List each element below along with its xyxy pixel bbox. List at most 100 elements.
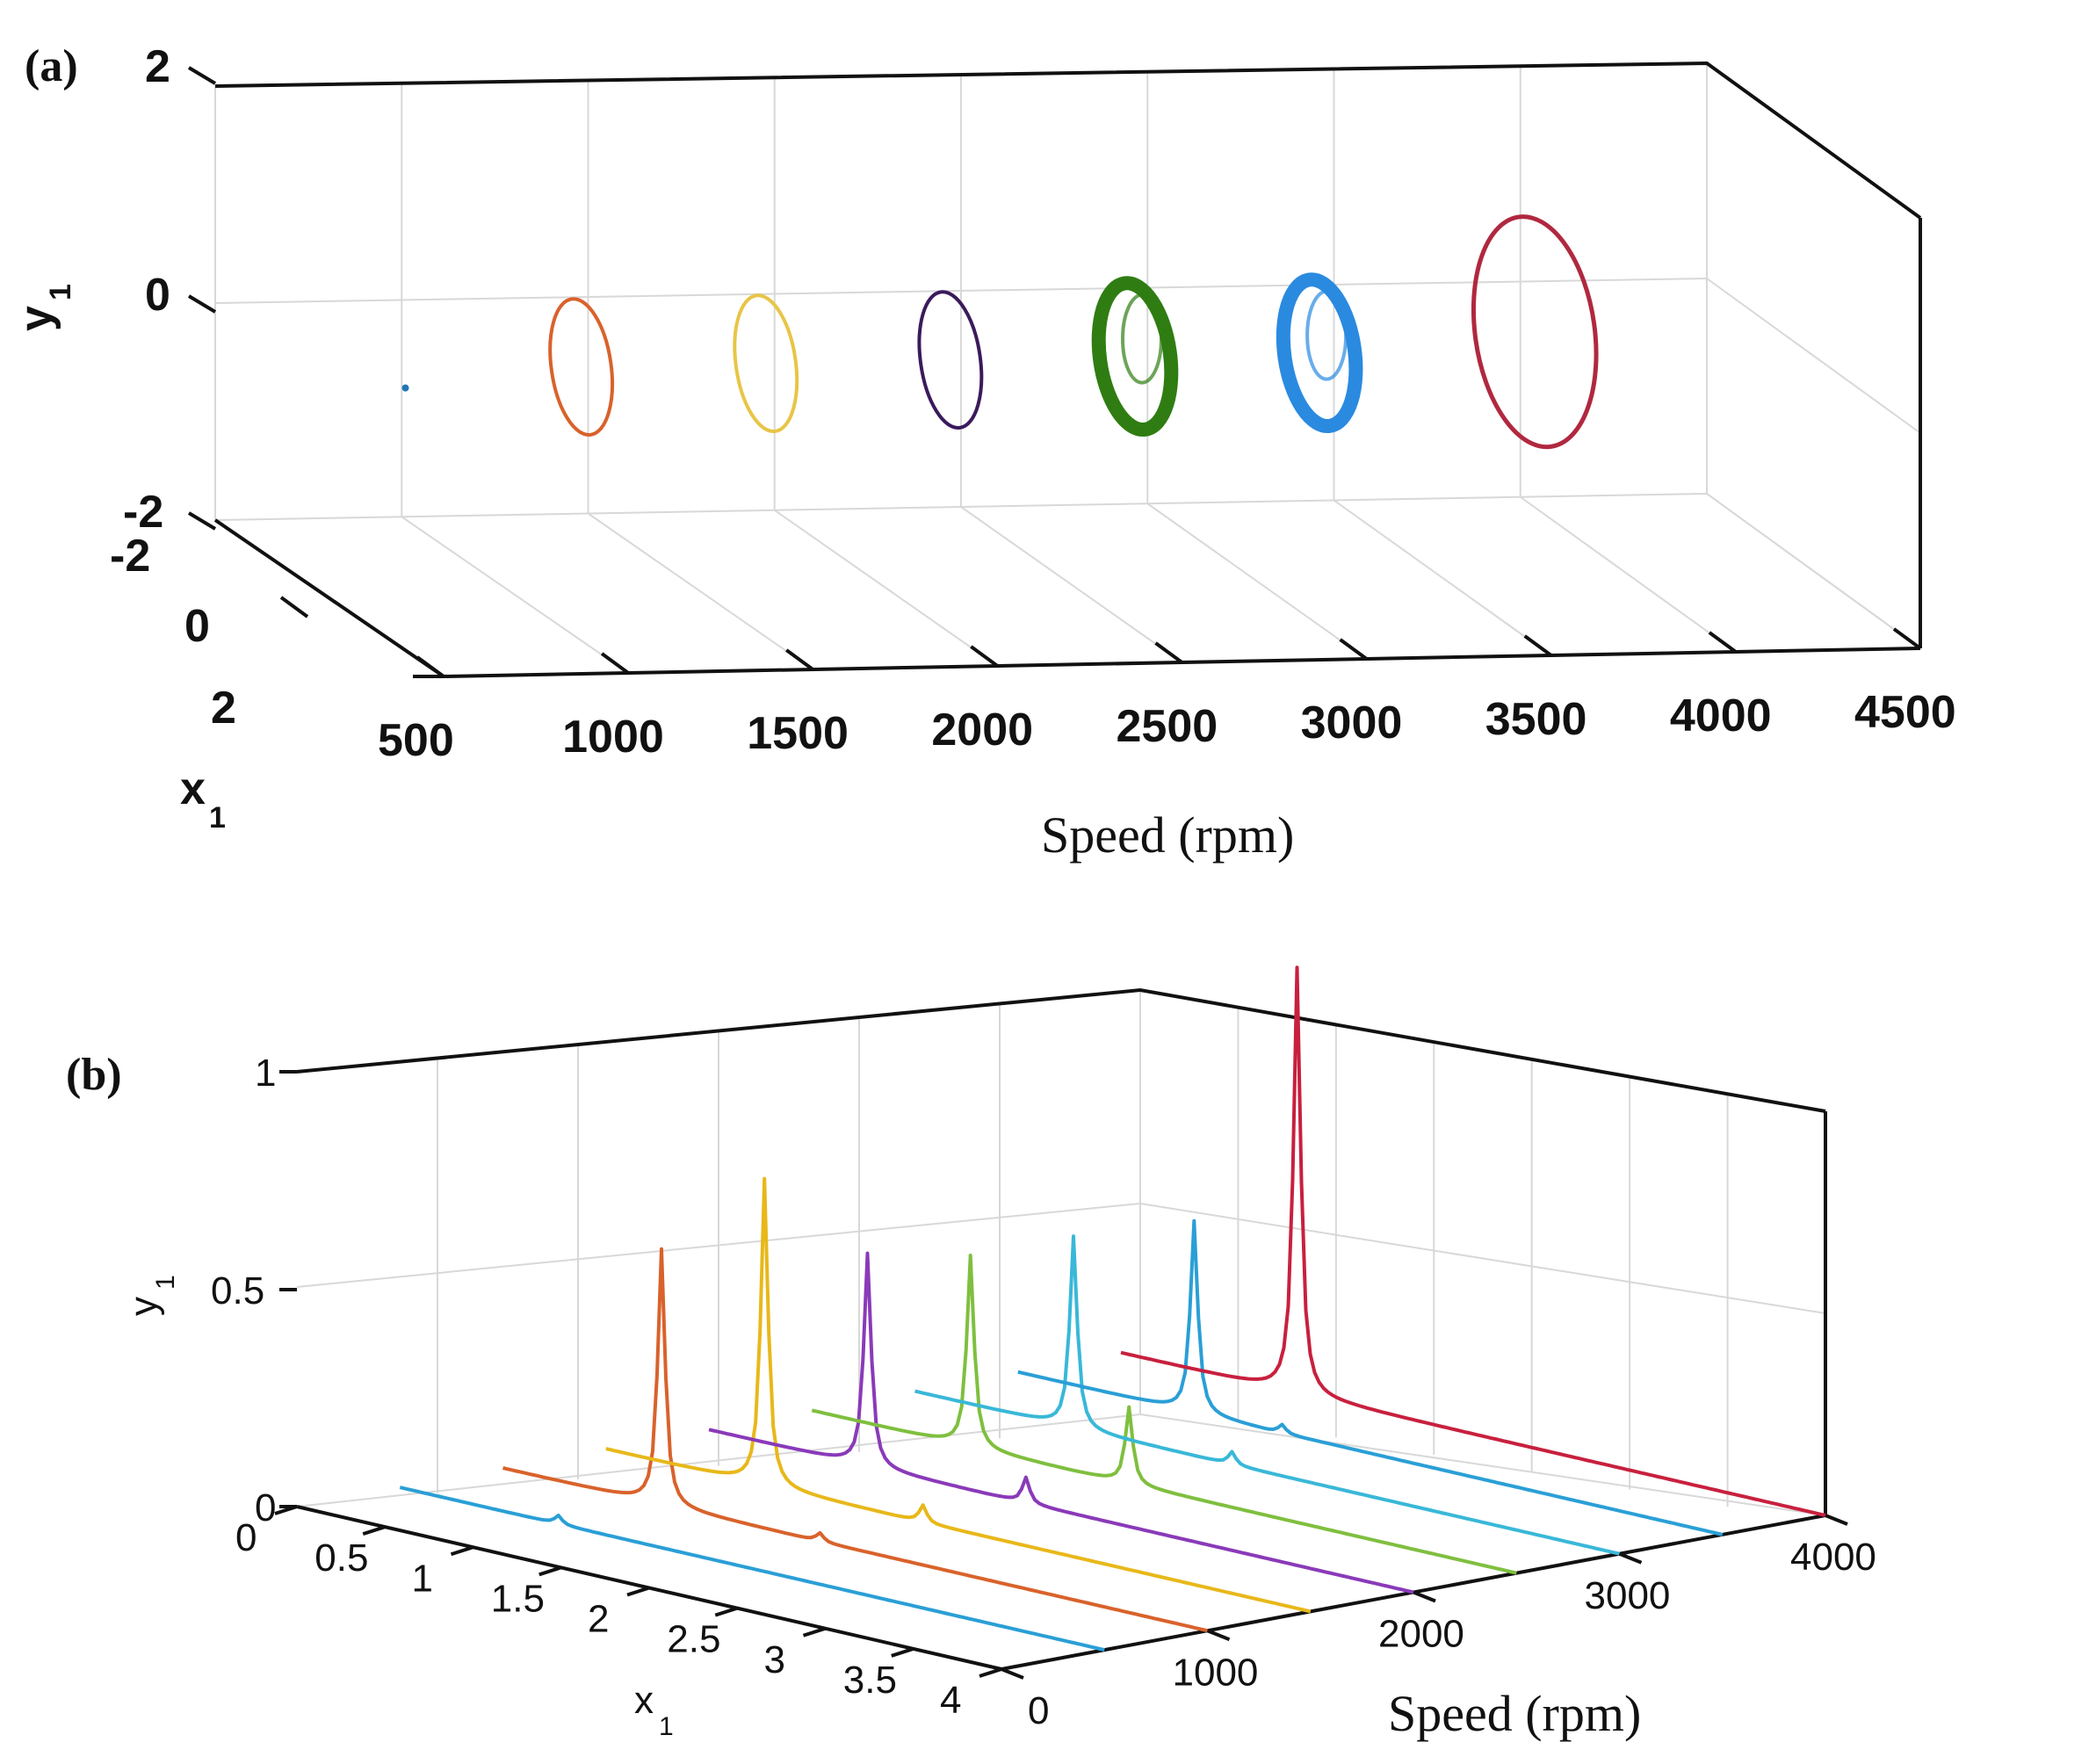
panel-a-x-tick-mark: [785, 648, 814, 671]
panel-a-orbit: [548, 297, 615, 437]
panel-a-frame-back-top: [214, 61, 1922, 220]
panel-a-z-tick-label: -2: [110, 531, 150, 582]
panel-b-grid-floor-right: [1139, 1413, 1826, 1516]
panel-b-x-tick-mark: [979, 1667, 1002, 1678]
panel-b-x-tick-label: 0.5: [314, 1536, 368, 1580]
panel-a-y-tick-mark: [187, 66, 217, 85]
panel-a-grid-floor: [774, 509, 998, 667]
panel-a-orbit: [1276, 272, 1363, 434]
panel-b-x-tick-label: 0: [235, 1516, 257, 1559]
panel-b-y-tick-label: 0.5: [211, 1269, 264, 1312]
panel-b-spectra: [399, 965, 1826, 1652]
panel-b-speed-tick-label: 2000: [1378, 1613, 1464, 1656]
panel-a-x-tick-label: 500: [378, 715, 454, 766]
panel-a-y-tick-label: 0: [145, 270, 170, 321]
panel-b: (b) 10.500 0.5 1 1.5 2 2.5 3 3.5 4 01000200030004…: [66, 965, 1876, 1742]
panel-a-y-tick-mark: [187, 511, 217, 531]
panel-a-orbit: [1471, 214, 1599, 450]
panel-a-grid-right-horizontal: [1706, 278, 1921, 434]
panel-a-z-tick-label: 0: [184, 601, 210, 652]
panel-b-speed-tick-label: 1000: [1173, 1651, 1259, 1694]
panel-b-speed-tick-label: 0: [1028, 1689, 1049, 1732]
panel-a-orbit: [917, 290, 984, 430]
panel-a-x-tick-label: 4000: [1670, 690, 1772, 741]
panel-a-x-tick-label: 2500: [1117, 701, 1218, 752]
panel-a-z-tick-mark: [279, 596, 309, 618]
panel-b-spectrum-line: [1017, 1218, 1724, 1536]
panel-a-x-tick-label: 1500: [747, 708, 849, 759]
panel-b-x-tick-label: 3: [764, 1638, 785, 1681]
panel-b-frame-top: [296, 987, 1826, 1113]
panel-a-x-tick-label: 4500: [1854, 687, 1956, 738]
panel-b-x-axis-label-sub: 1: [659, 1712, 674, 1741]
panel-a-orbit-point: [401, 384, 409, 392]
panel-a-x-tick-label: 1000: [562, 712, 664, 763]
panel-a-x-tick-label: 3500: [1485, 694, 1587, 745]
panel-a-x-tick-mark: [1523, 634, 1552, 657]
panel-a-y-tick-mark: [187, 294, 217, 314]
panel-b-x-axis-label: x: [634, 1679, 654, 1722]
panel-a-orbit-inner: [1305, 289, 1348, 381]
panel-a-x-axis-label: Speed (rpm): [1041, 806, 1294, 864]
panel-b-grid-horizontal: [296, 1203, 1141, 1288]
panel-b-speed-tick-mark: [1206, 1629, 1231, 1642]
panel-b-grid-floor-back: [296, 1413, 1141, 1507]
panel-a-x-tick-mark: [1708, 631, 1738, 654]
panel-b-spectrum-line: [811, 1254, 1517, 1575]
panel-a-orbits: [401, 214, 1599, 450]
panel-b-x-tick-mark: [362, 1525, 386, 1536]
panel-a-y-tick-label: -2: [123, 487, 163, 538]
panel-b-spectrum-line: [914, 1234, 1620, 1556]
panel-b-spectrum-line: [1120, 965, 1826, 1517]
panel-b-x-tick-label: 1.5: [491, 1577, 545, 1620]
panel-a-orbit-inner: [1121, 293, 1164, 385]
panel-a-orbit: [1091, 276, 1179, 437]
panel-b-speed-tick-label: 3000: [1585, 1574, 1671, 1617]
panel-a-grid-floor: [1333, 499, 1552, 656]
panel-a-grid-back-bottom: [214, 493, 1708, 521]
panel-a-z-tick-label: 2: [211, 683, 236, 734]
panel-b-speed-tick-label: 4000: [1790, 1536, 1876, 1579]
panel-a-frame-left-depth: [213, 518, 445, 678]
panel-b-y-axis-label-sub: 1: [151, 1275, 180, 1290]
panel-b-speed-tick-mark: [1618, 1551, 1643, 1565]
panel-b-x-tick-label: 2: [588, 1598, 609, 1641]
panel-a-x-tick-mark: [1892, 627, 1922, 650]
panel-a-x-tick-mark: [600, 652, 630, 675]
panel-a-orbit: [733, 293, 799, 434]
panel-b-speed-tick-mark: [1825, 1514, 1848, 1526]
panel-a-x-tick-label: 2000: [931, 705, 1033, 755]
panel-b-grid: [296, 990, 1826, 1516]
panel-a-y-axis-label: y: [11, 306, 61, 331]
panel-a-grid-back-floor: [1706, 493, 1921, 649]
panel-a-grid-floor: [587, 512, 813, 670]
panel-a-x-tick-mark: [1154, 641, 1183, 664]
panel-a-ticks: 500 1000 1500 2000 2500 3000 3500 4000 450020-2-…: [110, 41, 1956, 766]
panel-b-x-tick-mark: [538, 1565, 562, 1577]
panel-a-y-tick-label: 2: [145, 41, 170, 92]
panel-b-spectrum-line: [605, 1176, 1312, 1614]
panel-a-x-tick-label: 3000: [1301, 698, 1403, 748]
panel-a-y-axis-label-sub: 1: [44, 284, 77, 300]
panel-a-z-axis-label: x: [180, 763, 206, 814]
panel-b-x-tick-label: 2.5: [667, 1618, 720, 1661]
panel-a-grid-floor: [1520, 495, 1737, 653]
panel-b-x-tick-label: 3.5: [843, 1659, 897, 1702]
panel-b-y-tick-label: 1: [255, 1052, 276, 1095]
panel-b-x-tick-mark: [450, 1545, 474, 1557]
panel-a-x-tick-mark: [970, 645, 999, 668]
panel-b-x-tick-mark: [891, 1646, 914, 1658]
panel-b-x-tick-mark: [714, 1606, 738, 1617]
panel-b-x-tick-mark: [274, 1505, 298, 1515]
panel-b-x-tick-mark: [626, 1586, 650, 1597]
panel-b-spectrum-line: [399, 1486, 1105, 1652]
panel-a-grid-floor: [1146, 502, 1368, 660]
panel-a-x-tick-mark: [1339, 638, 1368, 661]
panel-a-label: (a): [25, 41, 78, 91]
panel-a-z-axis-label-sub: 1: [209, 801, 226, 835]
panel-b-speed-tick-mark: [1413, 1590, 1436, 1603]
panel-b-speed-tick-mark: [1001, 1667, 1024, 1680]
panel-b-x-tick-label: 1: [412, 1557, 433, 1600]
